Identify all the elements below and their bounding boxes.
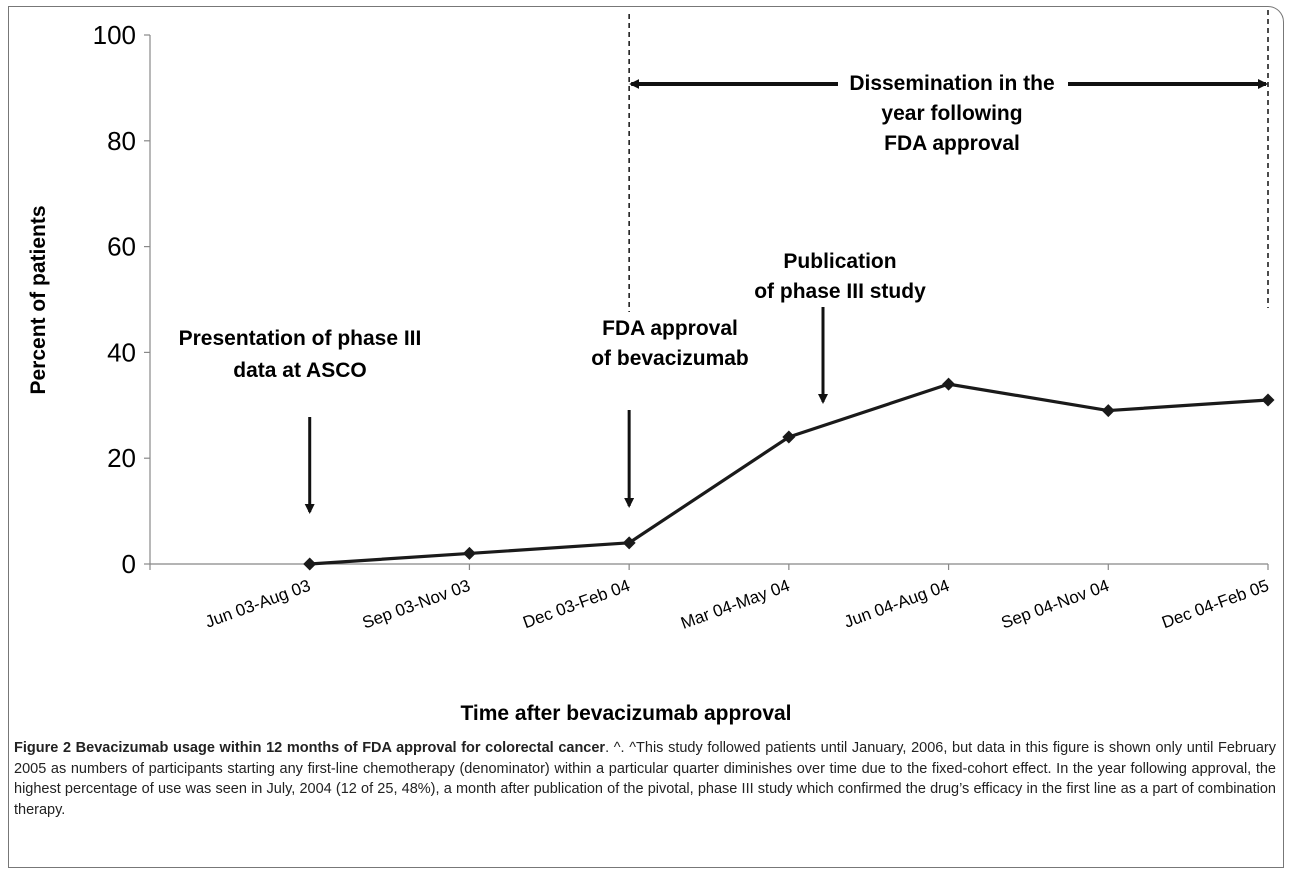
annotation-asco: data at ASCO — [233, 359, 366, 382]
caption-body: . ^. ^This study followed patients until… — [14, 740, 1276, 818]
y-tick-label: 40 — [107, 337, 136, 367]
caption-title: Figure 2 Bevacizumab usage within 12 mon… — [14, 740, 606, 756]
y-tick-label: 20 — [107, 443, 136, 473]
x-tick-label: Jun 03-Aug 03 — [203, 576, 313, 632]
series-line — [309, 382, 1269, 566]
annotation-fda-approval: of bevacizumab — [591, 347, 749, 370]
data-point — [1101, 404, 1115, 418]
x-tick-label: Sep 03-Nov 03 — [360, 576, 473, 633]
y-axis-title: Percent of patients — [27, 205, 50, 394]
line-chart: 0 20 40 60 80 100 Jun 03-Aug 03 Sep 03-Nov 03 De… — [27, 10, 1275, 725]
annotation-dissemination: Dissemination in the — [849, 72, 1054, 95]
figure-caption: Figure 2 Bevacizumab usage within 12 mon… — [14, 738, 1276, 820]
x-tick-label: Sep 04-Nov 04 — [999, 576, 1112, 633]
data-point — [782, 430, 796, 444]
data-point — [303, 557, 317, 571]
annotation-asco: Presentation of phase III — [179, 327, 422, 350]
data-point — [462, 546, 476, 560]
x-tick-label: Mar 04-May 04 — [678, 576, 792, 633]
y-tick-label: 80 — [107, 126, 136, 156]
x-tick-label: Dec 04-Feb 05 — [1159, 576, 1271, 632]
x-axis-title: Time after bevacizumab approval — [460, 702, 791, 725]
y-tick-label: 60 — [107, 232, 136, 262]
annotation-dissemination: year following — [881, 102, 1022, 125]
figure-frame — [8, 6, 1284, 868]
annotation-publication: Publication — [783, 250, 896, 273]
annotation-dissemination: FDA approval — [884, 132, 1020, 155]
data-point — [1261, 393, 1275, 407]
x-tick-label: Dec 03-Feb 04 — [520, 576, 632, 632]
x-tick-label: Jun 04-Aug 04 — [842, 576, 952, 632]
annotation-publication: of phase III study — [754, 280, 926, 303]
y-tick-label: 0 — [122, 549, 136, 579]
data-point — [622, 536, 636, 550]
y-tick-label: 100 — [93, 20, 136, 50]
annotation-fda-approval: FDA approval — [602, 317, 738, 340]
data-point — [942, 377, 956, 391]
